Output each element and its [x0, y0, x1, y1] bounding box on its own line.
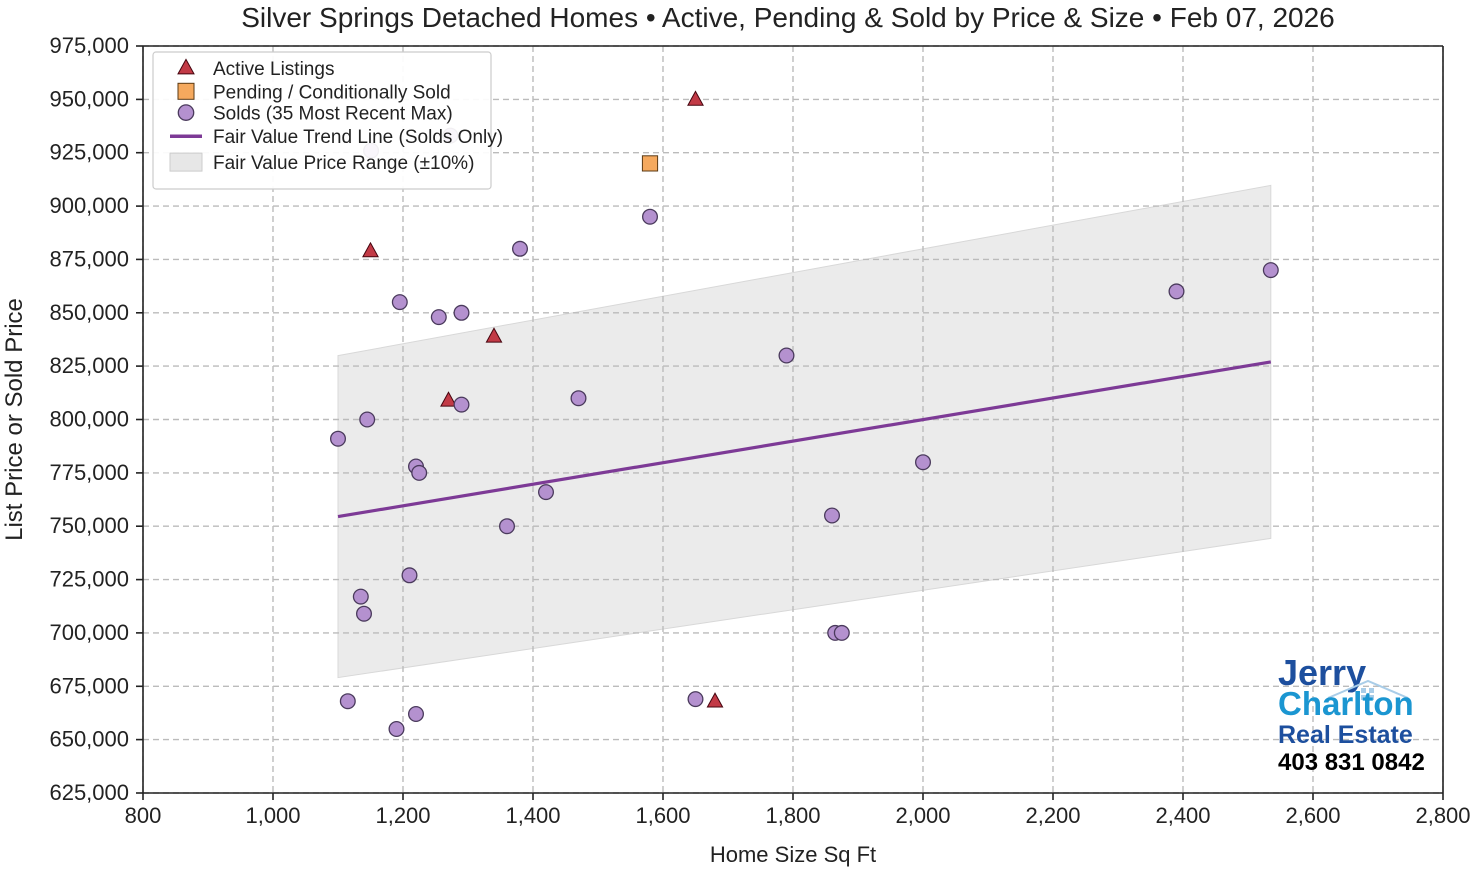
svg-text:1,400: 1,400 [505, 803, 560, 828]
svg-text:925,000: 925,000 [49, 140, 129, 165]
svg-text:1,800: 1,800 [765, 803, 820, 828]
svg-text:Silver Springs Detached Homes: Silver Springs Detached Homes • Active, … [241, 2, 1335, 33]
svg-text:800,000: 800,000 [49, 407, 129, 432]
svg-text:Active Listings: Active Listings [213, 59, 334, 80]
svg-text:Fair Value Price Range (±10%): Fair Value Price Range (±10%) [213, 153, 474, 174]
svg-text:750,000: 750,000 [49, 513, 129, 538]
svg-text:2,600: 2,600 [1285, 803, 1340, 828]
svg-text:2,000: 2,000 [895, 803, 950, 828]
svg-text:1,000: 1,000 [245, 803, 300, 828]
svg-text:675,000: 675,000 [49, 673, 129, 698]
svg-text:Home Size Sq Ft: Home Size Sq Ft [710, 842, 876, 867]
svg-text:850,000: 850,000 [49, 300, 129, 325]
svg-text:List Price or Sold Price: List Price or Sold Price [1, 298, 28, 541]
svg-text:Fair Value Trend Line (Solds O: Fair Value Trend Line (Solds Only) [213, 127, 503, 148]
svg-text:Pending / Conditionally Sold: Pending / Conditionally Sold [213, 82, 451, 103]
svg-text:650,000: 650,000 [49, 727, 129, 752]
svg-text:775,000: 775,000 [49, 460, 129, 485]
svg-text:875,000: 875,000 [49, 246, 129, 271]
svg-text:975,000: 975,000 [49, 33, 129, 58]
svg-text:800: 800 [125, 803, 162, 828]
svg-text:725,000: 725,000 [49, 567, 129, 592]
svg-text:825,000: 825,000 [49, 353, 129, 378]
svg-text:950,000: 950,000 [49, 86, 129, 111]
svg-text:1,600: 1,600 [635, 803, 690, 828]
svg-text:2,800: 2,800 [1415, 803, 1470, 828]
svg-text:2,400: 2,400 [1155, 803, 1210, 828]
svg-text:Solds (35 Most Recent Max): Solds (35 Most Recent Max) [213, 104, 453, 125]
svg-text:900,000: 900,000 [49, 193, 129, 218]
svg-text:1,200: 1,200 [375, 803, 430, 828]
svg-text:2,200: 2,200 [1025, 803, 1080, 828]
svg-text:700,000: 700,000 [49, 620, 129, 645]
svg-text:625,000: 625,000 [49, 780, 129, 805]
